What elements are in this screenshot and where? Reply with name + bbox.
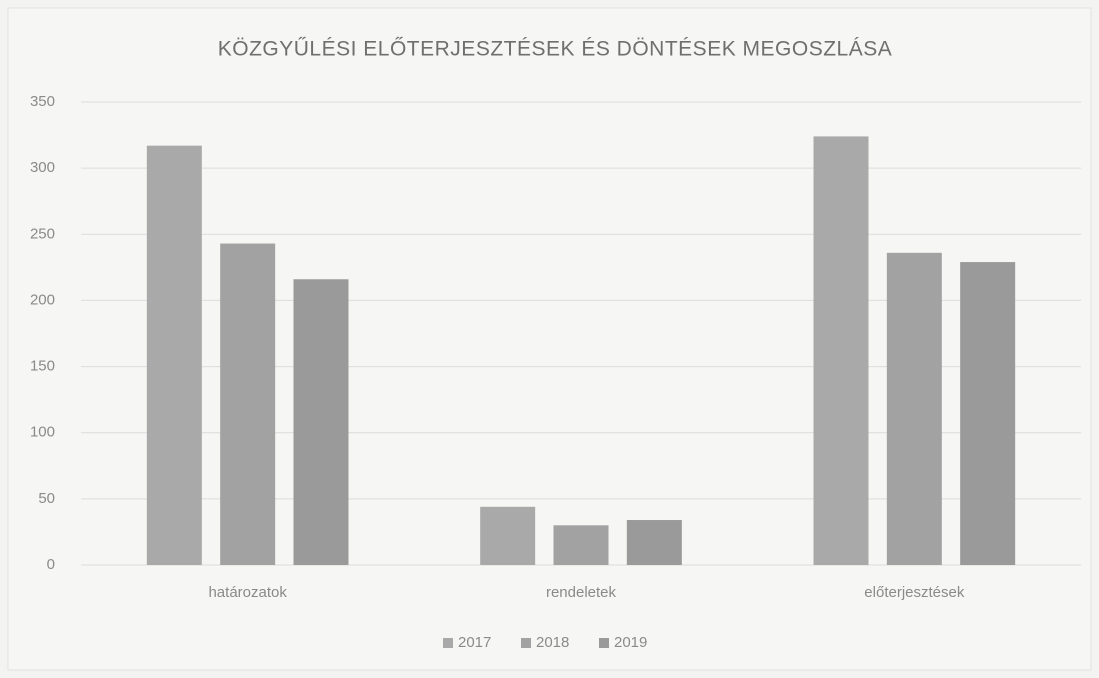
- legend-label: 2019: [614, 634, 647, 651]
- x-tick-label: határozatok: [208, 584, 287, 601]
- y-tick-label: 300: [30, 159, 55, 176]
- legend-swatch: [521, 638, 531, 648]
- legend-swatch: [599, 638, 609, 648]
- legend-label: 2018: [536, 634, 569, 651]
- legend-label: 2017: [458, 634, 491, 651]
- bar: [813, 136, 869, 565]
- y-tick-label: 200: [30, 291, 55, 308]
- y-tick-label: 100: [30, 424, 55, 441]
- x-tick-label: előterjesztések: [864, 584, 965, 601]
- bar: [626, 520, 682, 565]
- bar: [886, 252, 942, 565]
- x-tick-label: rendeletek: [546, 584, 617, 601]
- chart-title: KÖZGYŰLÉSI ELŐTERJESZTÉSEK ÉS DÖNTÉSEK M…: [218, 38, 893, 61]
- legend-swatch: [443, 638, 453, 648]
- bar: [293, 279, 349, 565]
- y-tick-label: 350: [30, 93, 55, 110]
- y-tick-label: 250: [30, 225, 55, 242]
- bar: [480, 506, 536, 565]
- y-tick-label: 150: [30, 358, 55, 375]
- y-tick-label: 0: [47, 556, 55, 573]
- bar: [146, 145, 202, 565]
- bar: [960, 262, 1016, 565]
- bar: [220, 243, 276, 565]
- bar: [553, 525, 609, 565]
- y-tick-label: 50: [38, 490, 55, 507]
